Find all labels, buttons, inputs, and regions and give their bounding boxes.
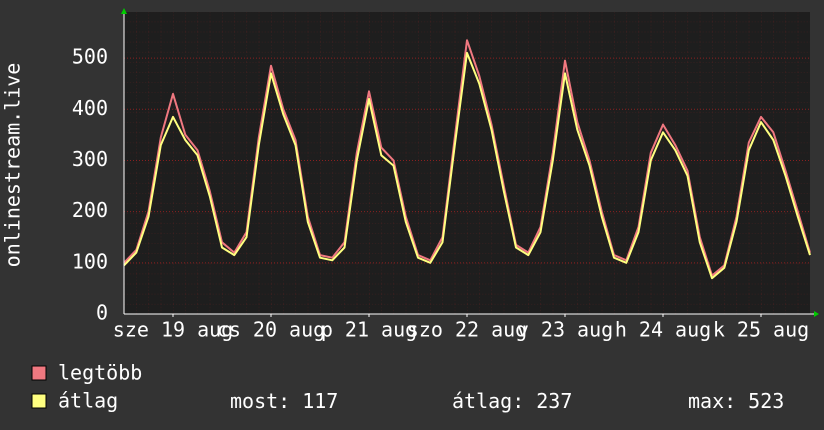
y-tick-label: 200 [72,198,108,222]
stat-value: 117 [302,389,338,413]
minor-grid [124,12,810,314]
y-arrow [121,8,127,14]
x-tick-label: p 21 aug [321,318,417,342]
x-tick-label: szo 22 aug [407,318,527,342]
legend-label: legtöbb [58,361,142,385]
stat: most: 117 [230,389,338,413]
stat-value: 523 [748,389,784,413]
x-arrow [814,311,819,317]
y-tick-label: 300 [72,147,108,171]
y-tick-label: 500 [72,45,108,69]
stat: átlag: 237 [452,389,572,413]
y-tick-label: 100 [72,249,108,273]
legend-swatch [31,365,47,381]
x-tick-label: v 23 aug [517,318,613,342]
stat: max: 523 [688,389,784,413]
series-line [123,51,811,280]
x-tick-label: cs 20 aug [217,318,325,342]
y-tick-label: 400 [72,96,108,120]
y-tick-label: 0 [96,301,108,325]
lines [123,39,811,280]
y-axis-label: onlinestream.live [1,63,25,268]
stat-label: most: [230,389,290,413]
stat-label: max: [688,389,736,413]
legend: legtöbb átlag most: 117 átlag: 237 max: 523 [31,361,784,413]
stat-value: 237 [536,389,572,413]
legend-swatch [31,393,47,409]
x-tick-label: h 24 aug [615,318,711,342]
x-tick-label: k 25 aug [713,318,809,342]
legend-label: átlag [58,389,118,413]
stat-label: átlag: [452,389,524,413]
x-tick-label: sze 19 aug [113,318,233,342]
